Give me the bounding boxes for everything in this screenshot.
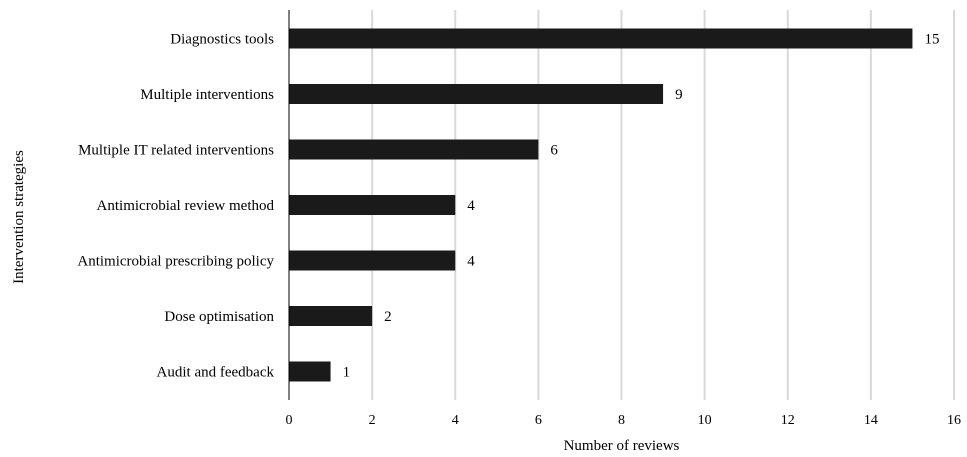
bar [289, 361, 331, 382]
x-tick-label: 0 [286, 413, 293, 428]
category-label: Antimicrobial review method [97, 198, 275, 214]
data-labels: 15 9 6 4 4 2 1 [343, 32, 940, 381]
category-label: Dose optimisation [164, 309, 274, 325]
bar [289, 28, 913, 49]
x-tick-label: 16 [947, 413, 961, 428]
x-tick-labels: 0 2 4 6 8 10 12 14 16 [286, 413, 962, 428]
gridlines [371, 10, 955, 400]
bar [289, 84, 664, 104]
x-axis-title: Number of reviews [564, 438, 680, 454]
x-tick-label: 2 [369, 413, 376, 428]
bar [289, 250, 456, 271]
category-label: Multiple IT related interventions [78, 143, 274, 159]
category-label: Multiple interventions [140, 87, 274, 103]
data-label: 2 [384, 309, 392, 325]
x-tick-label: 14 [864, 413, 878, 428]
data-label: 4 [467, 254, 475, 270]
x-tick-label: 6 [535, 413, 542, 428]
y-axis-title: Intervention strategies [11, 150, 27, 284]
data-label: 15 [924, 32, 939, 48]
data-label: 6 [550, 143, 558, 159]
category-label: Audit and feedback [157, 365, 275, 381]
data-label: 1 [343, 365, 351, 381]
data-label: 4 [467, 198, 475, 214]
bar [289, 306, 373, 326]
category-labels: Diagnostics tools Multiple interventions M… [77, 32, 274, 381]
bar [289, 195, 456, 215]
x-tick-label: 10 [698, 413, 712, 428]
bar [289, 139, 539, 160]
category-label: Diagnostics tools [170, 32, 274, 48]
data-label: 9 [675, 87, 683, 103]
x-tick-label: 4 [452, 413, 459, 428]
bars [289, 28, 913, 382]
category-label: Antimicrobial prescribing policy [77, 254, 274, 270]
x-tick-label: 12 [781, 413, 795, 428]
x-tick-label: 8 [618, 413, 625, 428]
